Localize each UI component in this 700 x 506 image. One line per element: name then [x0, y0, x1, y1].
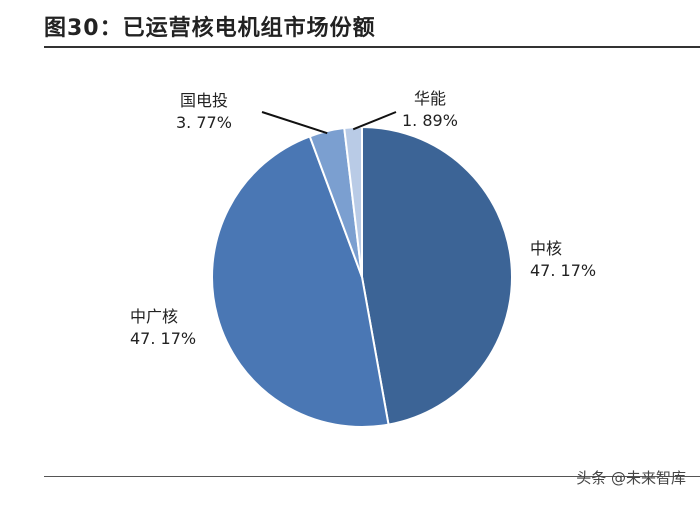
pie-slice-0	[361, 125, 513, 426]
slice-label-zhonghe: 中核 47. 17%	[530, 238, 596, 282]
slice-label-huaneng: 华能 1. 89%	[402, 88, 458, 132]
slice-value: 1. 89%	[402, 111, 458, 130]
leader-line-2	[261, 111, 328, 135]
slice-name: 华能	[413, 89, 446, 108]
figure-title: 图30：已运营核电机组市场份额	[44, 16, 376, 41]
slice-label-guodiantou: 国电投 3. 77%	[176, 90, 232, 134]
slice-name: 中广核	[130, 307, 179, 326]
slice-value: 47. 17%	[530, 261, 597, 280]
slice-label-zhongguanghe: 中广核 47. 17%	[130, 306, 196, 350]
watermark-text: 头条 @未来智库	[576, 469, 686, 487]
slice-name: 国电投	[179, 91, 228, 110]
bottom-divider	[44, 476, 700, 477]
pie-slice-1	[211, 135, 390, 428]
pie-slice-3	[343, 125, 363, 278]
leader-line-3	[352, 111, 397, 131]
title-divider	[44, 46, 700, 48]
slice-value: 3. 77%	[176, 113, 232, 132]
slice-name: 中核	[530, 239, 563, 258]
slice-value: 47. 17%	[130, 329, 197, 348]
